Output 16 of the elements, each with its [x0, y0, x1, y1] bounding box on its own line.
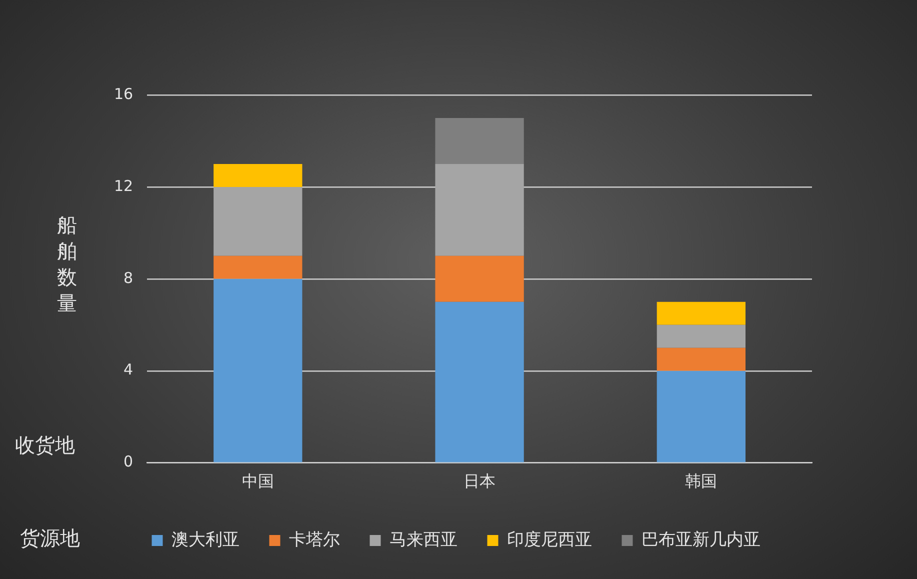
- legend-label: 澳大利亚: [171, 530, 240, 550]
- x-tick-label: 中国: [242, 472, 274, 491]
- legend-label: 印度尼西亚: [506, 530, 592, 550]
- legend-title: 货源地: [20, 525, 80, 552]
- x-tick-label: 日本: [464, 472, 496, 491]
- legend-label: 卡塔尔: [288, 530, 340, 550]
- y-tick-label: 8: [124, 268, 134, 287]
- y-axis-title: 船舶数量: [57, 212, 78, 316]
- legend-label: 马来西亚: [389, 530, 458, 550]
- y-tick-label: 0: [124, 452, 134, 471]
- y-tick-label: 4: [124, 360, 134, 379]
- x-axis-title: 收货地: [15, 432, 75, 459]
- legend-label: 巴布亚新几内亚: [641, 530, 760, 550]
- y-tick-label: 16: [114, 84, 134, 103]
- x-tick-label: 韩国: [685, 472, 718, 491]
- y-tick-label: 12: [114, 176, 134, 195]
